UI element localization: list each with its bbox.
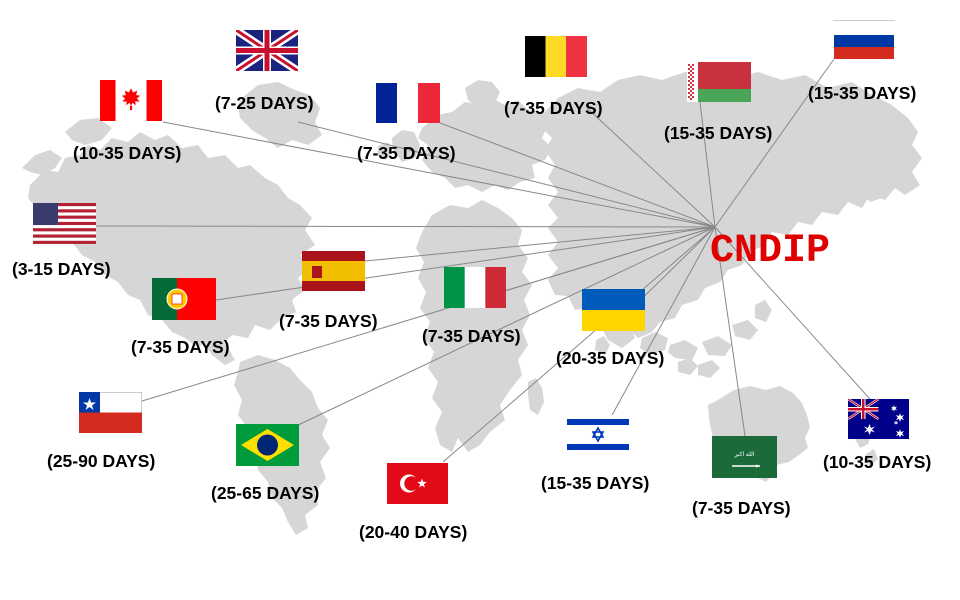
svg-text:الله اكبر: الله اكبر <box>733 451 754 458</box>
